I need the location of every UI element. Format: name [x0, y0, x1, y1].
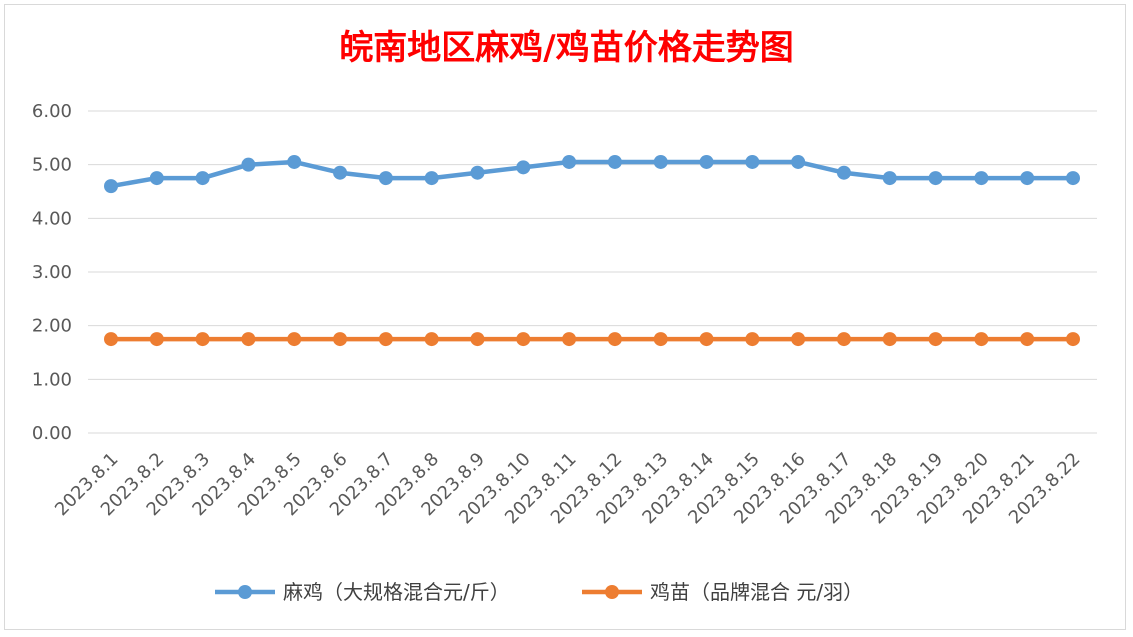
y-tick-label: 3.00: [32, 262, 72, 283]
data-point: [378, 332, 393, 347]
data-point: [791, 154, 806, 169]
data-point: [607, 332, 622, 347]
legend-swatch-marker: [605, 585, 619, 599]
data-point: [104, 179, 118, 194]
chart-frame: [4, 4, 1126, 630]
data-point: [149, 332, 164, 347]
data-point: [562, 332, 577, 347]
data-point: [195, 332, 210, 347]
data-point: [836, 332, 851, 347]
y-axis-tick-labels: 0.00 1.00 2.00 3.00 4.00 5.00 6.00: [32, 101, 72, 444]
data-point: [104, 332, 118, 347]
y-tick-label: 4.00: [32, 208, 72, 229]
data-point: [287, 154, 302, 169]
data-point: [241, 332, 256, 347]
data-point: [882, 332, 897, 347]
legend-label: 麻鸡（大规格混合元/斤）: [283, 580, 510, 604]
legend-item: 麻鸡（大规格混合元/斤）: [215, 580, 510, 604]
legend-swatch-marker: [238, 585, 252, 599]
y-tick-label: 0.00: [32, 423, 72, 444]
data-point: [149, 171, 164, 186]
data-point: [974, 332, 989, 347]
chart-title: 皖南地区麻鸡/鸡苗价格走势图: [339, 28, 794, 68]
data-point: [928, 171, 943, 186]
data-point: [516, 332, 531, 347]
y-tick-label: 6.00: [32, 101, 72, 122]
data-point: [607, 154, 622, 169]
data-point: [1066, 332, 1080, 347]
data-point: [424, 332, 439, 347]
data-point: [928, 332, 943, 347]
data-point: [378, 171, 393, 186]
data-point: [974, 171, 989, 186]
y-tick-label: 1.00: [32, 369, 72, 390]
data-point: [1020, 171, 1035, 186]
data-point: [699, 332, 714, 347]
series-group: [104, 154, 1080, 347]
series-line: [110, 159, 1073, 189]
gridlines: [88, 110, 1097, 434]
series-1: [104, 154, 1080, 194]
legend-label: 鸡苗（品牌混合 元/羽）: [650, 580, 863, 604]
data-point: [333, 332, 348, 347]
data-point: [653, 154, 668, 169]
data-point: [195, 171, 210, 186]
data-point: [470, 332, 485, 347]
data-point: [653, 332, 668, 347]
y-tick-label: 5.00: [32, 155, 72, 176]
data-point: [424, 171, 439, 186]
data-point: [745, 154, 760, 169]
data-point: [333, 165, 348, 180]
data-point: [791, 332, 806, 347]
data-point: [470, 165, 485, 180]
data-point: [1020, 332, 1035, 347]
data-point: [241, 157, 256, 172]
legend: 麻鸡（大规格混合元/斤） 鸡苗（品牌混合 元/羽）: [215, 580, 863, 604]
x-axis-tick-labels: 2023.8.12023.8.22023.8.32023.8.42023.8.5…: [51, 449, 1085, 529]
data-point: [1066, 171, 1080, 186]
data-point: [745, 332, 760, 347]
data-point: [562, 154, 577, 169]
y-tick-label: 2.00: [32, 316, 72, 337]
series-2: [104, 332, 1080, 347]
data-point: [699, 154, 714, 169]
data-point: [882, 171, 897, 186]
legend-item: 鸡苗（品牌混合 元/羽）: [582, 580, 863, 604]
data-point: [287, 332, 302, 347]
data-point: [516, 160, 531, 175]
data-point: [836, 165, 851, 180]
